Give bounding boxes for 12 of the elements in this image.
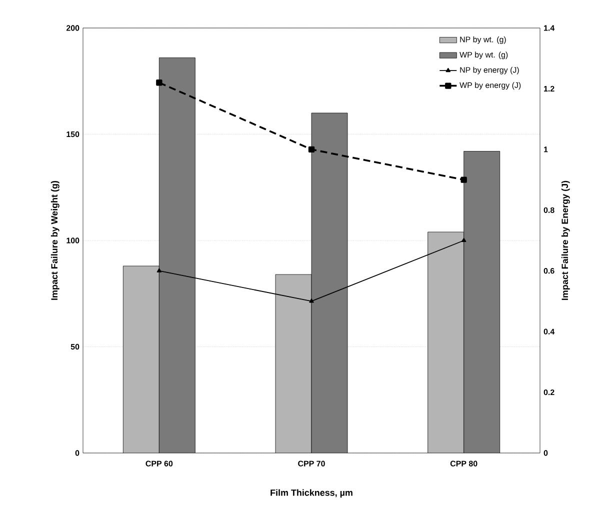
bar — [159, 58, 196, 453]
bar — [312, 112, 348, 453]
point — [308, 146, 315, 153]
point — [156, 80, 162, 86]
y-axis-title: Impact Failure by Weight (g) — [50, 180, 60, 300]
x-axis-title: Film Thickness, µm — [270, 489, 352, 498]
point — [156, 268, 162, 272]
point — [461, 238, 466, 242]
bar — [464, 151, 500, 453]
y2-axis-title: Impact Failure by Energy (J) — [561, 180, 570, 300]
point — [460, 176, 467, 183]
point — [309, 298, 314, 303]
